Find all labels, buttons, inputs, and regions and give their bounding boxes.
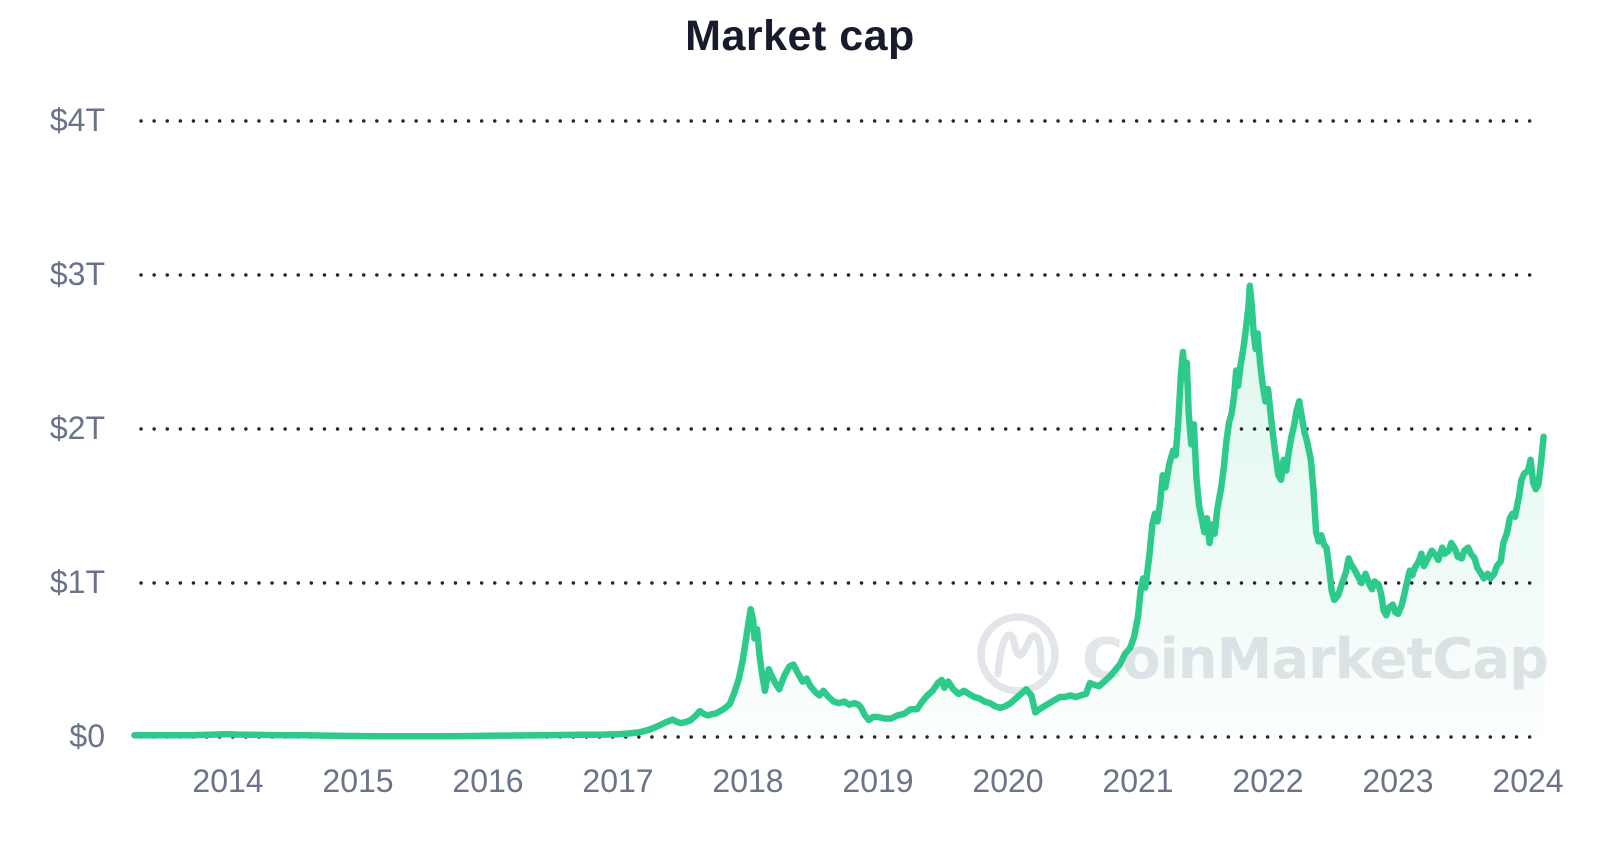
x-tick-label-2024: 2024 xyxy=(1492,763,1564,799)
chart-title: Market cap xyxy=(685,12,915,60)
y-tick-label-3: $3T xyxy=(49,256,105,292)
x-tick-label-2016: 2016 xyxy=(452,763,524,799)
coinmarketcap-m-logo-icon xyxy=(977,613,1059,695)
area-fill xyxy=(134,285,1544,737)
x-tick-label-2022: 2022 xyxy=(1232,763,1304,799)
x-tick-label-2017: 2017 xyxy=(582,763,654,799)
x-tick-label-2021: 2021 xyxy=(1102,763,1174,799)
y-tick-label-0: $0 xyxy=(69,718,105,754)
x-tick-label-2019: 2019 xyxy=(842,763,914,799)
y-tick-label-1: $1T xyxy=(49,564,105,600)
watermark: CoinMarketCap xyxy=(977,613,1549,695)
coinmarketcap-m-glyph xyxy=(994,631,1045,678)
x-tick-label-2020: 2020 xyxy=(972,763,1044,799)
series-line xyxy=(131,282,1547,740)
x-tick-label-2014: 2014 xyxy=(192,763,264,799)
watermark-text: CoinMarketCap xyxy=(1082,627,1548,692)
x-tick-label-2018: 2018 xyxy=(712,763,784,799)
x-tick-label-2023: 2023 xyxy=(1362,763,1434,799)
y-tick-label-4: $4T xyxy=(49,102,105,138)
y-tick-label-2: $2T xyxy=(49,410,105,446)
x-tick-label-2015: 2015 xyxy=(322,763,394,799)
